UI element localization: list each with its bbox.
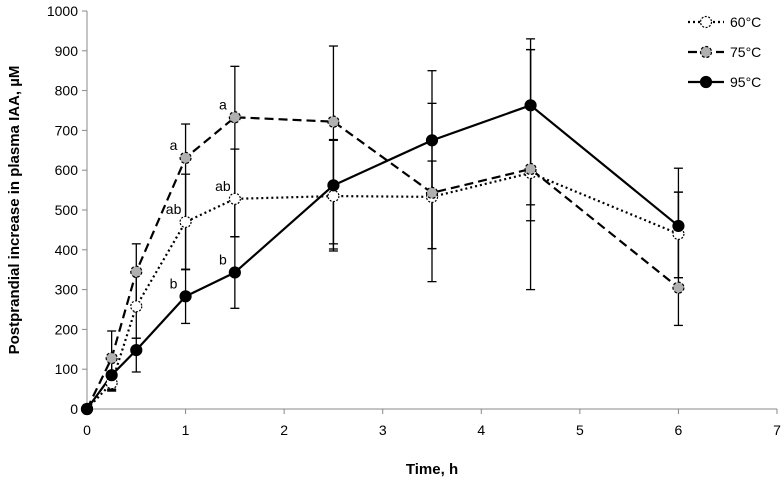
data-point	[327, 189, 340, 203]
data-point	[105, 351, 118, 365]
data-point	[130, 265, 143, 278]
data-point	[228, 266, 241, 279]
y-tick-label: 1000	[47, 3, 78, 19]
legend-swatch-marker	[699, 45, 713, 59]
legend-label: 60°C	[730, 14, 761, 30]
significance-label: b	[219, 251, 227, 267]
x-tick-label: 6	[675, 422, 683, 438]
x-tick-label: 7	[773, 422, 781, 438]
data-point	[327, 179, 340, 192]
significance-label: ab	[166, 201, 182, 217]
data-point	[524, 162, 537, 176]
series-line-1	[86, 116, 680, 410]
x-tick-label: 0	[83, 422, 91, 438]
y-tick-label: 600	[55, 162, 79, 178]
data-point	[425, 134, 439, 147]
significance-label: a	[170, 137, 178, 153]
y-tick-label: 900	[55, 43, 79, 59]
axes: 0 100 200 300 400 500 600 700 800 900 1000 0 1 2 3 4 5 6 7	[47, 3, 781, 438]
y-tick-label: 700	[55, 122, 79, 138]
annotations: a a ab ab b b	[166, 96, 231, 291]
legend-label: 95°C	[730, 74, 761, 90]
error-bars	[107, 38, 683, 392]
data-point	[228, 111, 241, 124]
y-tick-label: 0	[70, 401, 78, 417]
y-tick-label: 400	[55, 242, 79, 258]
x-tick-label: 2	[280, 422, 288, 438]
legend-swatch-marker	[699, 15, 713, 29]
data-point	[327, 115, 340, 128]
x-tick-label: 5	[576, 422, 584, 438]
data-point	[179, 215, 192, 229]
x-axis-title: Time, h	[406, 461, 458, 478]
y-tick-label: 800	[55, 83, 79, 99]
significance-label: ab	[215, 178, 231, 194]
data-point	[80, 402, 94, 416]
data-point	[130, 343, 143, 357]
data-point	[179, 151, 192, 164]
data-point	[672, 281, 685, 294]
data-point	[425, 186, 439, 199]
y-tick-label: 300	[55, 282, 79, 298]
x-tick-label: 1	[182, 422, 190, 438]
y-axis-title: Postprandial increase in plasma IAA, µM	[6, 66, 23, 355]
x-tick-label: 3	[379, 422, 387, 438]
data-point	[179, 290, 192, 303]
data-point	[672, 219, 685, 233]
legend-swatch-marker	[699, 75, 713, 89]
y-tick-label: 500	[55, 202, 79, 218]
data-point	[524, 99, 537, 112]
x-tick-label: 4	[477, 422, 485, 438]
y-tick-label: 200	[55, 321, 79, 337]
y-tick-label: 100	[55, 361, 79, 377]
data-point	[105, 369, 118, 382]
significance-label: a	[219, 96, 227, 112]
legend-label: 75°C	[730, 44, 761, 60]
data-point	[130, 300, 143, 313]
data-point	[228, 192, 241, 205]
legend: 60°C 75°C 95°C	[688, 14, 761, 90]
significance-label: b	[170, 275, 178, 291]
series-markers	[80, 99, 685, 416]
